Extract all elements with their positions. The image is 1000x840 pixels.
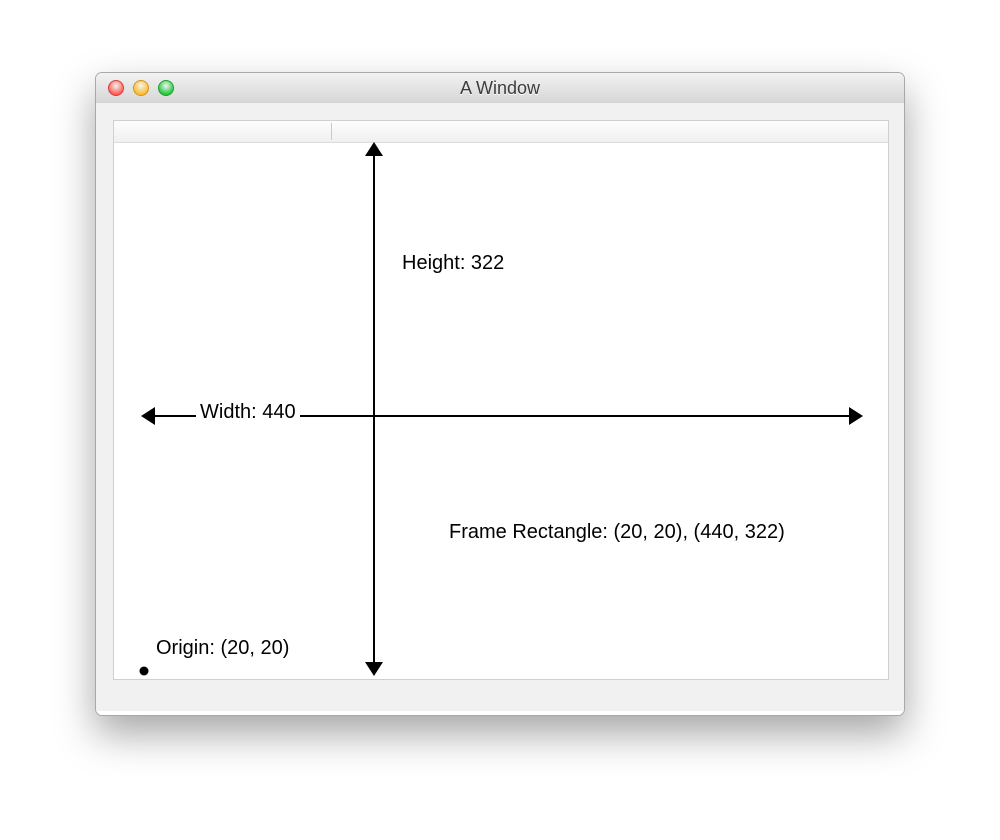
arrow-down-icon — [365, 662, 383, 676]
window-title: A Window — [96, 73, 904, 103]
height-label: Height: 322 — [402, 252, 504, 275]
origin-dot — [140, 667, 149, 676]
frame-label: Frame Rectangle: (20, 20), (440, 322) — [449, 521, 785, 544]
height-axis-line — [373, 151, 375, 667]
arrow-up-icon — [365, 142, 383, 156]
content-toolbar — [114, 121, 888, 143]
arrow-right-icon — [849, 407, 863, 425]
origin-label: Origin: (20, 20) — [156, 637, 289, 660]
window-client-area: Height: 322 Width: 440 Frame Rectangle: … — [96, 103, 904, 711]
arrow-left-icon — [141, 407, 155, 425]
window-titlebar[interactable]: A Window — [96, 73, 904, 104]
width-label: Width: 440 — [196, 401, 300, 424]
content-frame: Height: 322 Width: 440 Frame Rectangle: … — [113, 120, 889, 680]
window: A Window Height: 322 Width: 440 — [95, 72, 905, 716]
toolbar-separator — [331, 123, 332, 140]
